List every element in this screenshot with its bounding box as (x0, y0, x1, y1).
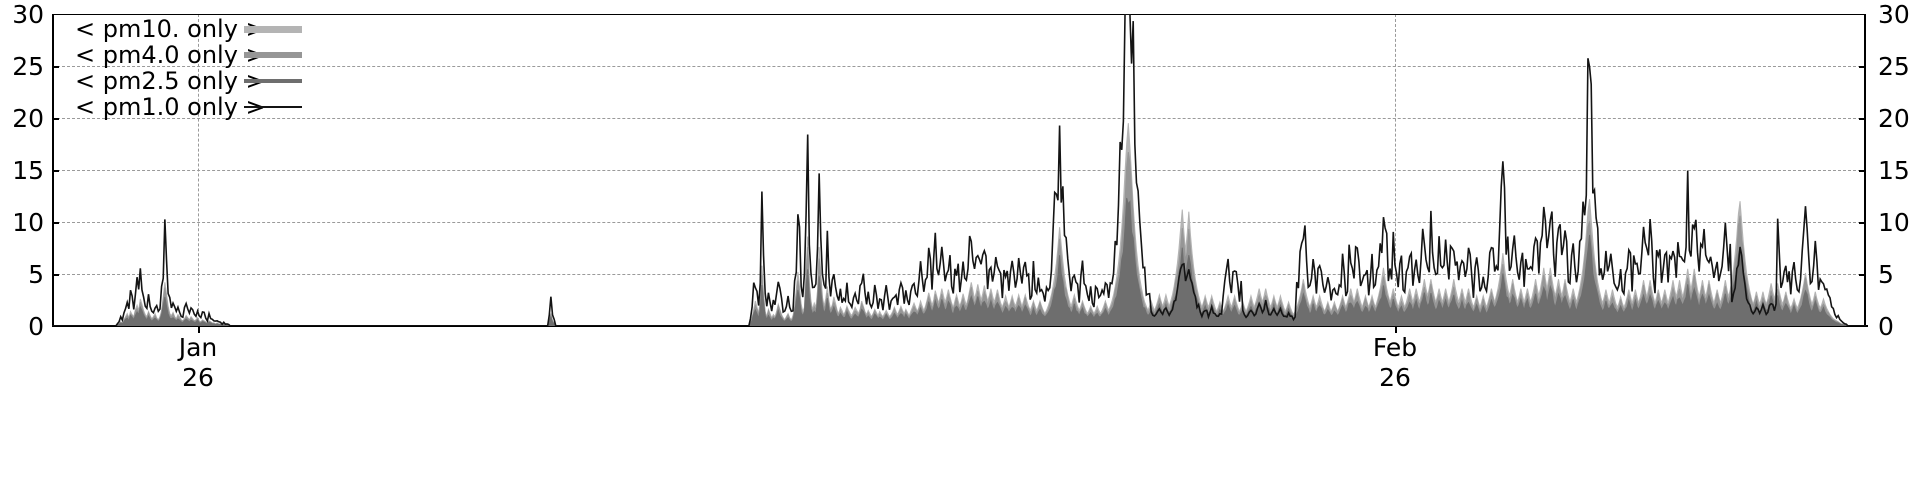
series-line-pm1 (52, 14, 1866, 326)
ytick-right-15 (1859, 170, 1866, 172)
series-svg (52, 14, 1866, 326)
x-axis-label-jan-day: 26 (182, 363, 214, 392)
ytick-left-5 (52, 274, 59, 276)
chart-legend: < pm10. only > < pm4.0 only > < pm2.5 on… (75, 16, 302, 120)
y-axis-label-left-15: 15 (12, 156, 44, 185)
gridline-10 (52, 222, 1866, 223)
y-axis-label-right-15: 15 (1878, 156, 1910, 185)
y-axis-label-right-5: 5 (1878, 260, 1894, 289)
legend-item-pm10[interactable]: < pm10. only > (75, 16, 302, 42)
legend-label-pm4: < pm4.0 only > (75, 41, 266, 69)
gridline-20 (52, 118, 1866, 119)
x-axis-line (52, 325, 1868, 327)
y-axis-label-left-5: 5 (28, 260, 44, 289)
y-axis-label-left-30: 30 (12, 0, 44, 29)
x-axis-label-jan-month: Jan (178, 333, 218, 362)
xtick-feb26 (1395, 326, 1397, 333)
ytick-left-20 (52, 118, 59, 120)
legend-label-pm1: < pm1.0 only > (75, 93, 266, 121)
legend-swatch-pm1-icon (244, 106, 302, 108)
ytick-right-10 (1859, 222, 1866, 224)
legend-label-pm10: < pm10. only > (75, 15, 266, 43)
series-area-pm25 (52, 197, 1866, 326)
y-axis-label-right-0: 0 (1878, 312, 1894, 341)
ytick-right-5 (1859, 274, 1866, 276)
gridline-15 (52, 170, 1866, 171)
legend-label-pm25: < pm2.5 only > (75, 67, 266, 95)
y-axis-label-left-0: 0 (28, 312, 44, 341)
legend-swatch-pm4-icon (244, 52, 302, 58)
x-axis-label-feb-month: Feb (1372, 333, 1418, 362)
x-axis-label-feb-day: 26 (1379, 363, 1411, 392)
gridline-25 (52, 66, 1866, 67)
ytick-left-10 (52, 222, 59, 224)
y-axis-label-left-25: 25 (12, 52, 44, 81)
ytick-right-25 (1859, 66, 1866, 68)
y-axis-label-left-20: 20 (12, 104, 44, 133)
y-axis-label-right-20: 20 (1878, 104, 1910, 133)
vgridline-jan26 (198, 14, 199, 326)
ytick-left-15 (52, 170, 59, 172)
ytick-right-20 (1859, 118, 1866, 120)
legend-swatch-pm10-icon (244, 25, 302, 33)
y-axis-label-right-25: 25 (1878, 52, 1910, 81)
y-axis-label-right-10: 10 (1878, 208, 1910, 237)
y-axis-label-left-10: 10 (12, 208, 44, 237)
y-axis-label-right-30: 30 (1878, 0, 1910, 29)
series-canvas (52, 14, 1866, 326)
legend-item-pm25[interactable]: < pm2.5 only > (75, 68, 302, 94)
ytick-left-25 (52, 66, 59, 68)
vgridline-feb26 (1395, 14, 1396, 326)
xtick-jan26 (198, 326, 200, 333)
legend-swatch-pm25-icon (244, 79, 302, 83)
legend-item-pm4[interactable]: < pm4.0 only > (75, 42, 302, 68)
legend-item-pm1[interactable]: < pm1.0 only > (75, 94, 302, 120)
